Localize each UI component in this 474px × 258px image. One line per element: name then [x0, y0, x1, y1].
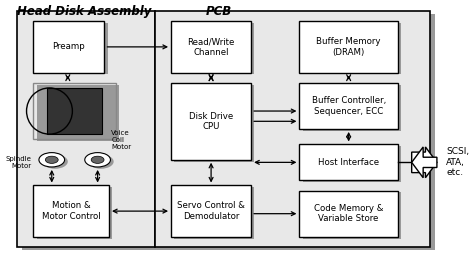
Text: SCSI,
ATA,
etc.: SCSI, ATA, etc.	[446, 148, 469, 177]
Text: Head Disk Assembly: Head Disk Assembly	[18, 5, 152, 18]
Circle shape	[88, 154, 114, 169]
Circle shape	[39, 153, 64, 167]
Circle shape	[91, 156, 104, 163]
Bar	[18, 11, 155, 247]
Bar	[36, 85, 119, 141]
Bar	[160, 14, 435, 250]
Bar	[47, 88, 102, 134]
Bar	[160, 15, 428, 248]
Text: Buffer Memory
(DRAM): Buffer Memory (DRAM)	[317, 37, 381, 57]
Bar	[302, 85, 401, 131]
Bar	[302, 23, 401, 74]
Bar	[174, 187, 255, 239]
FancyArrow shape	[412, 147, 437, 178]
Bar	[171, 21, 251, 72]
Bar	[155, 11, 430, 247]
Text: Code Memory &
Variable Store: Code Memory & Variable Store	[314, 204, 383, 223]
Circle shape	[85, 153, 110, 167]
Text: Buffer Controller,
Sequencer, ECC: Buffer Controller, Sequencer, ECC	[311, 96, 386, 116]
Bar	[34, 83, 116, 139]
Bar	[300, 83, 398, 129]
Bar	[300, 144, 398, 180]
Text: Host Interface: Host Interface	[318, 158, 379, 167]
Bar	[174, 23, 255, 74]
Bar	[302, 192, 401, 239]
Bar	[174, 85, 255, 162]
Bar	[171, 83, 251, 160]
Text: Disk Drive
CPU: Disk Drive CPU	[189, 112, 233, 131]
Text: PCB: PCB	[205, 5, 232, 18]
Bar	[34, 21, 104, 72]
Text: Motion &
Motor Control: Motion & Motor Control	[42, 201, 100, 221]
Circle shape	[46, 156, 58, 163]
FancyArrow shape	[412, 147, 437, 178]
Bar	[36, 187, 112, 239]
Circle shape	[42, 154, 68, 169]
Bar	[300, 21, 398, 72]
Bar	[22, 14, 160, 250]
Bar	[302, 146, 401, 182]
Text: Preamp: Preamp	[53, 42, 85, 51]
Text: Voice
Coil
Motor: Voice Coil Motor	[111, 130, 131, 150]
Text: Read/Write
Channel: Read/Write Channel	[187, 37, 235, 57]
Bar	[300, 191, 398, 237]
Text: Spindle
Motor: Spindle Motor	[5, 156, 31, 169]
Bar	[34, 186, 109, 237]
Bar	[171, 186, 251, 237]
Bar	[36, 23, 108, 74]
Text: Servo Control &
Demodulator: Servo Control & Demodulator	[177, 201, 245, 221]
